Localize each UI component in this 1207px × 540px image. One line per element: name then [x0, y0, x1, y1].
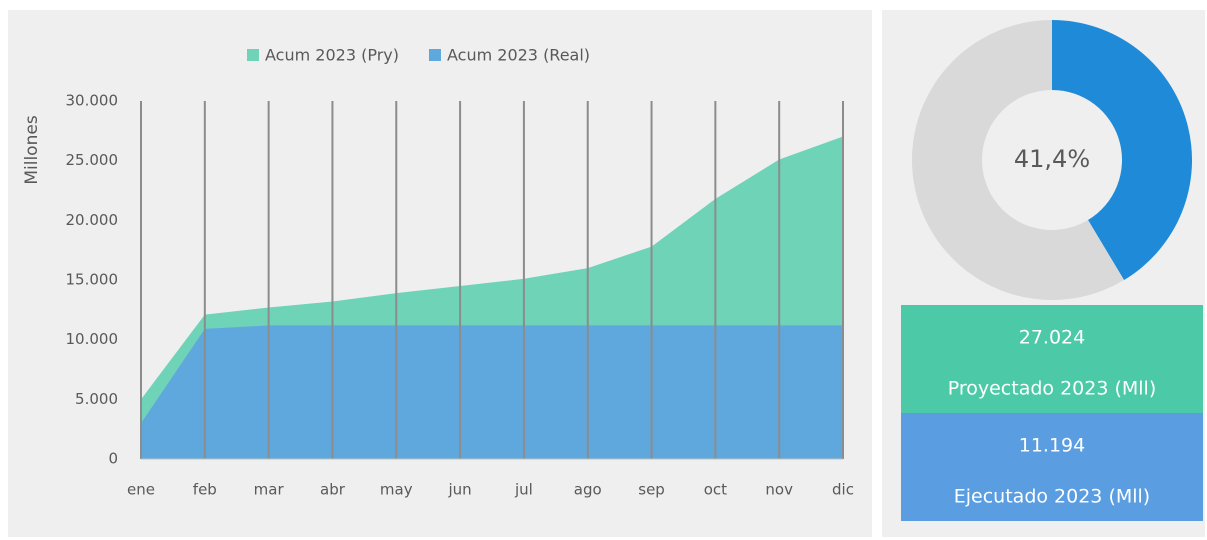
x-tick-label: dic [832, 481, 854, 499]
y-tick-label: 0 [108, 450, 118, 468]
x-tick-label: jul [514, 481, 533, 499]
x-tick-label: mar [254, 481, 285, 499]
y-axis-label: Millones [22, 115, 42, 184]
x-tick-label: oct [704, 481, 727, 499]
y-tick-label: 30.000 [66, 92, 119, 110]
x-tick-label: may [380, 481, 413, 499]
kpi-card [901, 413, 1203, 521]
legend-label: Acum 2023 (Real) [447, 46, 590, 65]
y-tick-label: 25.000 [66, 151, 119, 169]
kpi-label: Ejecutado 2023 (Mll) [954, 486, 1150, 508]
x-tick-label: sep [638, 481, 665, 499]
x-tick-label: abr [320, 481, 346, 499]
x-tick-label: jun [447, 481, 471, 499]
donut-slice [1052, 20, 1192, 281]
legend-swatch [247, 49, 259, 61]
donut-slice [912, 20, 1125, 300]
legend-label: Acum 2023 (Pry) [265, 46, 399, 65]
area [141, 325, 843, 459]
x-tick-label: ene [127, 481, 155, 499]
y-tick-label: 5.000 [75, 390, 118, 408]
x-tick-label: feb [193, 481, 217, 499]
y-tick-label: 15.000 [66, 271, 119, 289]
y-tick-label: 10.000 [66, 330, 119, 348]
donut-label: 41,4% [1014, 145, 1090, 173]
kpi-card [901, 305, 1203, 413]
kpi-value: 27.024 [1019, 327, 1085, 349]
x-tick-label: ago [574, 481, 602, 499]
y-tick-label: 20.000 [66, 211, 119, 229]
kpi-value: 11.194 [1019, 435, 1085, 457]
kpi-label: Proyectado 2023 (Mll) [948, 378, 1157, 400]
x-tick-label: nov [765, 481, 793, 499]
legend-swatch [428, 49, 441, 61]
